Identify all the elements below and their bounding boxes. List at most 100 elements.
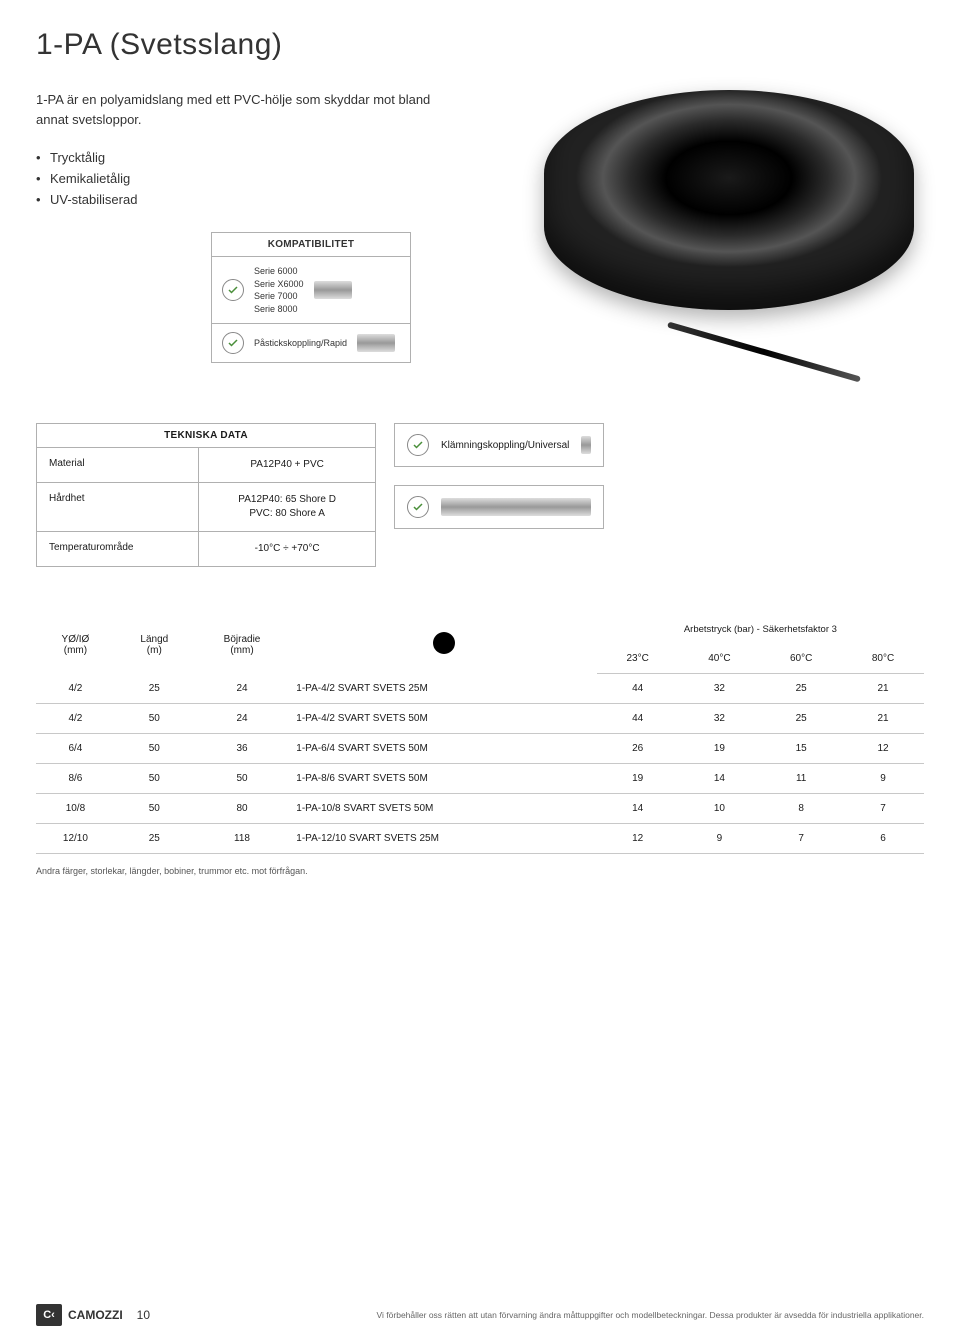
technical-data-box: TEKNISKA DATA Material PA12P40 + PVC Hår… <box>36 423 376 567</box>
cell-val: 26 <box>597 734 679 764</box>
check-icon <box>407 496 429 518</box>
color-swatch-icon <box>433 632 455 654</box>
cell-yo: 4/2 <box>36 674 115 704</box>
coupling-label: Klämningskoppling/Universal <box>441 440 569 451</box>
col-40: 40°C <box>679 644 761 674</box>
series-item: Serie 6000 <box>254 265 304 278</box>
cell-val: 7 <box>842 794 924 824</box>
brand-logo: C‹ CAMOZZI <box>36 1304 123 1326</box>
col-worktitle: Arbetstryck (bar) - Säkerhetsfaktor 3 <box>597 615 924 644</box>
fitting-icon <box>314 281 352 299</box>
cell-val: 15 <box>760 734 842 764</box>
cell-langd: 50 <box>115 764 194 794</box>
cell-boj: 118 <box>194 824 291 854</box>
product-image <box>506 90 924 360</box>
cell-val: 19 <box>597 764 679 794</box>
col-langd: Längd (m) <box>115 615 194 674</box>
cell-part: 1-PA-4/2 SVART SVETS 50M <box>290 704 596 734</box>
cell-val: 19 <box>679 734 761 764</box>
cell-val: 32 <box>679 704 761 734</box>
cell-val: 14 <box>597 794 679 824</box>
cell-part: 1-PA-6/4 SVART SVETS 50M <box>290 734 596 764</box>
cell-val: 21 <box>842 704 924 734</box>
series-item: Serie 8000 <box>254 303 304 316</box>
cell-boj: 50 <box>194 764 291 794</box>
brand-name: CAMOZZI <box>68 1308 123 1322</box>
cell-yo: 8/6 <box>36 764 115 794</box>
cell-boj: 24 <box>194 704 291 734</box>
cell-val: 14 <box>679 764 761 794</box>
compatibility-box: KOMPATIBILITET Serie 6000 Serie X6000 Se… <box>211 232 411 363</box>
footer-disclaimer: Vi förbehåller oss rätten att utan förva… <box>377 1310 924 1320</box>
check-icon <box>222 279 244 301</box>
col-80: 80°C <box>842 644 924 674</box>
series-item: Serie 7000 <box>254 290 304 303</box>
feature-list: Trycktålig Kemikalietålig UV-stabilisera… <box>36 147 466 210</box>
table-row: 12/10251181-PA-12/10 SVART SVETS 25M1297… <box>36 824 924 854</box>
page-title: 1-PA (Svetsslang) <box>36 28 924 62</box>
tek-val: PA12P40 + PVC <box>199 448 375 482</box>
cell-val: 8 <box>760 794 842 824</box>
tek-val: PA12P40: 65 Shore D PVC: 80 Shore A <box>199 483 375 531</box>
fitting-icon <box>581 436 591 454</box>
cell-yo: 12/10 <box>36 824 115 854</box>
cell-val: 12 <box>597 824 679 854</box>
cell-val: 7 <box>760 824 842 854</box>
cell-val: 6 <box>842 824 924 854</box>
coupling-box: Klämningskoppling/Universal <box>394 423 604 467</box>
cell-val: 12 <box>842 734 924 764</box>
cell-part: 1-PA-10/8 SVART SVETS 50M <box>290 794 596 824</box>
table-row: 10/850801-PA-10/8 SVART SVETS 50M141087 <box>36 794 924 824</box>
check-icon <box>222 332 244 354</box>
table-row: 8/650501-PA-8/6 SVART SVETS 50M1914119 <box>36 764 924 794</box>
page-number: 10 <box>137 1308 150 1322</box>
col-yo: YØ/IØ (mm) <box>36 615 115 674</box>
cell-val: 44 <box>597 704 679 734</box>
cell-part: 1-PA-12/10 SVART SVETS 25M <box>290 824 596 854</box>
cell-part: 1-PA-8/6 SVART SVETS 50M <box>290 764 596 794</box>
tek-key: Hårdhet <box>37 483 199 531</box>
cell-boj: 80 <box>194 794 291 824</box>
cell-langd: 50 <box>115 704 194 734</box>
tek-val: -10°C ÷ +70°C <box>199 532 375 566</box>
cell-yo: 6/4 <box>36 734 115 764</box>
col-60: 60°C <box>760 644 842 674</box>
cell-yo: 4/2 <box>36 704 115 734</box>
cell-val: 44 <box>597 674 679 704</box>
cell-langd: 25 <box>115 674 194 704</box>
table-row: 6/450361-PA-6/4 SVART SVETS 50M26191512 <box>36 734 924 764</box>
cell-part: 1-PA-4/2 SVART SVETS 25M <box>290 674 596 704</box>
cell-langd: 50 <box>115 734 194 764</box>
table-row: 4/250241-PA-4/2 SVART SVETS 50M44322521 <box>36 704 924 734</box>
check-icon <box>407 434 429 456</box>
tek-key: Material <box>37 448 199 482</box>
cell-val: 9 <box>679 824 761 854</box>
feature-item: Trycktålig <box>36 147 466 168</box>
cell-boj: 24 <box>194 674 291 704</box>
cell-val: 9 <box>842 764 924 794</box>
fitting-icon <box>441 498 591 516</box>
logo-mark-icon: C‹ <box>36 1304 62 1326</box>
table-row: 4/225241-PA-4/2 SVART SVETS 25M44322521 <box>36 674 924 704</box>
cell-val: 25 <box>760 704 842 734</box>
page-footer: C‹ CAMOZZI 10 Vi förbehåller oss rätten … <box>36 1304 924 1326</box>
cell-yo: 10/8 <box>36 794 115 824</box>
col-23: 23°C <box>597 644 679 674</box>
cell-langd: 25 <box>115 824 194 854</box>
cell-boj: 36 <box>194 734 291 764</box>
rapid-label: Påstickskoppling/Rapid <box>254 337 347 350</box>
col-boj: Böjradie (mm) <box>194 615 291 674</box>
fitting-icon <box>357 334 395 352</box>
compatibility-header: KOMPATIBILITET <box>212 233 410 257</box>
cell-val: 21 <box>842 674 924 704</box>
series-item: Serie X6000 <box>254 278 304 291</box>
cell-val: 25 <box>760 674 842 704</box>
cell-val: 10 <box>679 794 761 824</box>
technical-header: TEKNISKA DATA <box>37 424 375 448</box>
feature-item: Kemikalietålig <box>36 168 466 189</box>
cell-val: 32 <box>679 674 761 704</box>
tek-key: Temperaturområde <box>37 532 199 566</box>
cell-langd: 50 <box>115 794 194 824</box>
table-note: Andra färger, storlekar, längder, bobine… <box>36 866 924 876</box>
product-table: YØ/IØ (mm) Längd (m) Böjradie (mm) Arbet… <box>36 615 924 854</box>
